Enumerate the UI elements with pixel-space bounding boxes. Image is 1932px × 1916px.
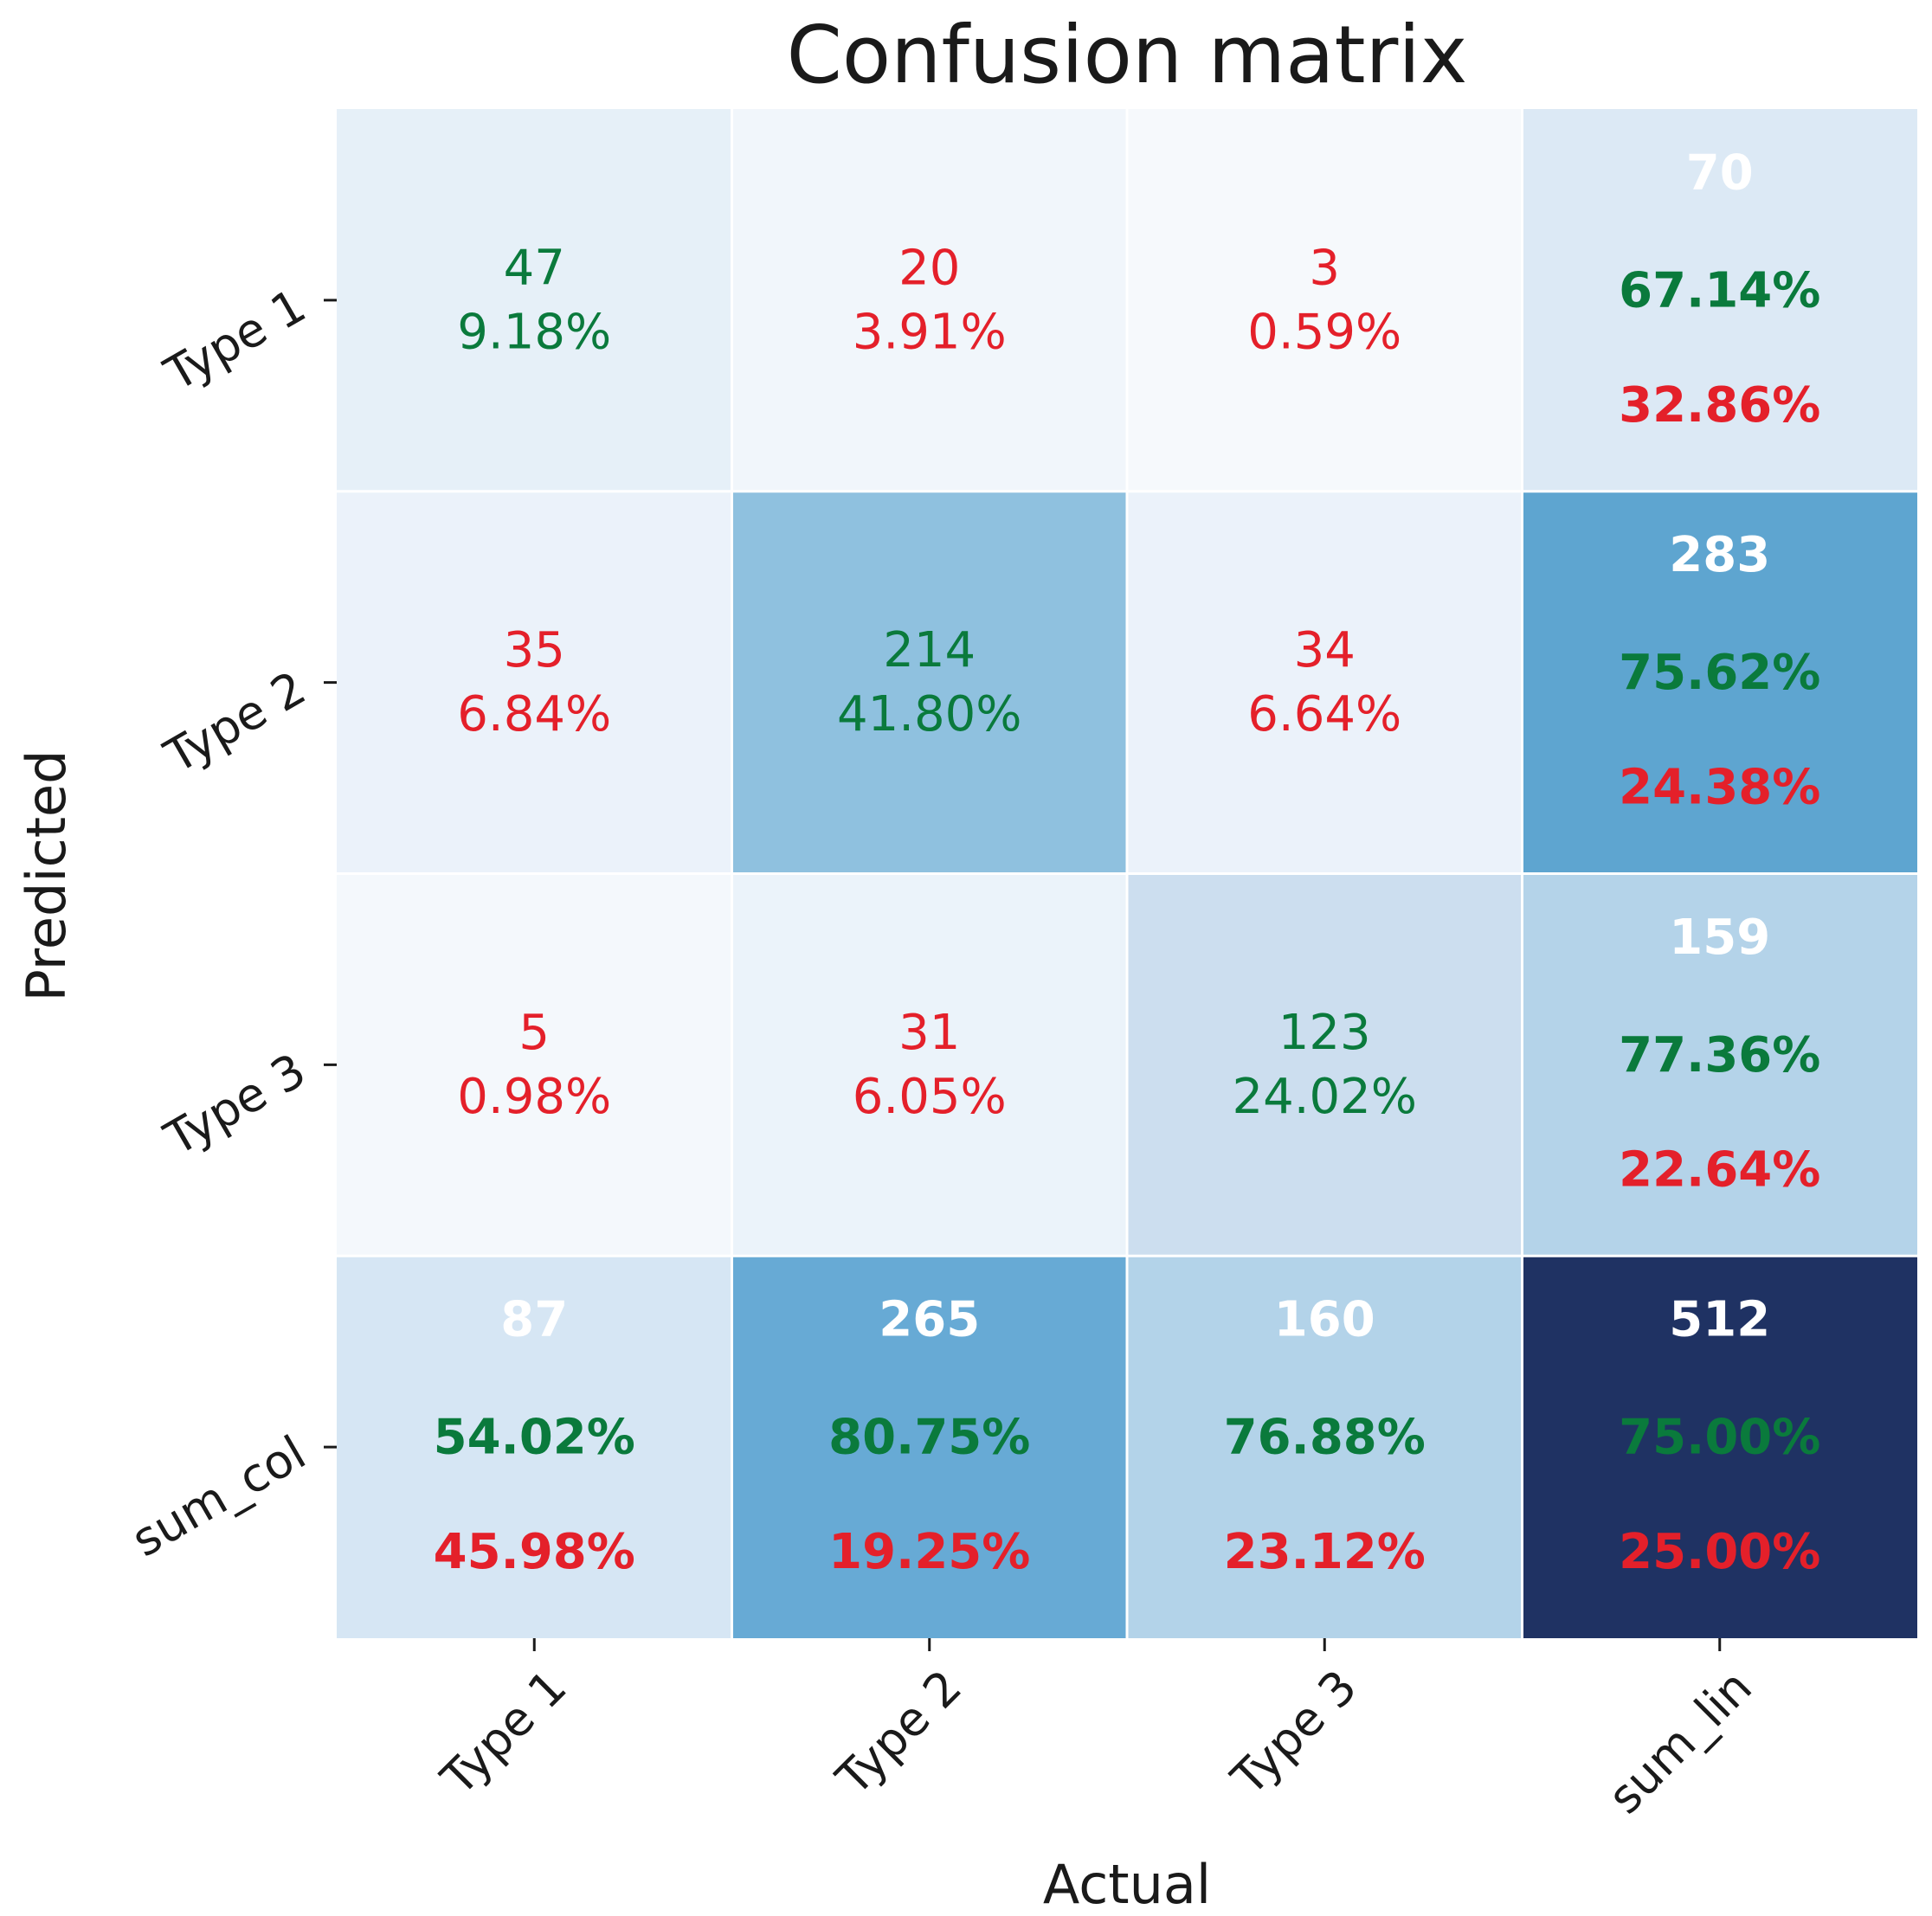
- y-tick-label: Type 3: [155, 1043, 314, 1167]
- chart-title: Confusion matrix: [787, 9, 1468, 101]
- cell-background: [1127, 491, 1523, 874]
- cell-background: [1522, 109, 1917, 492]
- cell-background: [1522, 873, 1917, 1257]
- cell-percent: 41.80%: [837, 686, 1022, 743]
- sum-error-percent: 24.38%: [1619, 760, 1820, 816]
- cell-background: [1522, 491, 1917, 874]
- cell-grid-lines: [337, 109, 1917, 1638]
- cell-background: [337, 1256, 732, 1638]
- sum-count: 160: [1274, 1292, 1375, 1348]
- cell-count: 47: [504, 240, 565, 296]
- cell-percent: 6.64%: [1247, 686, 1401, 743]
- cell-background: [731, 873, 1127, 1257]
- cell-count: 5: [518, 1005, 550, 1061]
- x-tick-label: sum_lin: [1598, 1660, 1762, 1824]
- cell-percent: 0.98%: [457, 1069, 611, 1125]
- heatmap-cell: 159 77.36% 22.64%: [1522, 873, 1917, 1257]
- heatmap-cell: 31 6.05%: [731, 873, 1127, 1257]
- x-axis-label: Actual: [1043, 1853, 1211, 1916]
- sum-correct-percent: 54.02%: [434, 1410, 635, 1466]
- sum-correct-percent: 75.62%: [1619, 645, 1820, 701]
- sum-error-percent: 32.86%: [1619, 377, 1820, 434]
- sum-correct-percent: 75.00%: [1619, 1410, 1820, 1466]
- x-tick-label: Type 2: [826, 1660, 972, 1806]
- heatmap-cell: 3 0.59%: [1127, 109, 1523, 492]
- x-tick-label: Type 1: [430, 1660, 576, 1806]
- cell-percent: 6.84%: [457, 686, 611, 743]
- cell-background: [337, 873, 732, 1257]
- cell-background: [1127, 1256, 1523, 1638]
- x-axis-ticks: Type 1 Type 2 Type 3 sum_lin: [430, 1638, 1762, 1824]
- cell-background: [1127, 873, 1523, 1257]
- cell-count: 214: [883, 622, 976, 678]
- cell-percent: 3.91%: [853, 304, 1007, 360]
- sum-correct-percent: 76.88%: [1224, 1410, 1426, 1466]
- cell-count: 3: [1309, 240, 1340, 296]
- cell-background: [731, 491, 1127, 874]
- sum-correct-percent: 77.36%: [1619, 1027, 1820, 1083]
- cell-background: [731, 1256, 1127, 1638]
- sum-count: 512: [1669, 1292, 1770, 1348]
- x-tick-label: Type 3: [1220, 1660, 1367, 1806]
- heatmap-cell: 34 6.64%: [1127, 491, 1523, 874]
- cell-count: 35: [504, 622, 565, 678]
- heatmap-cell: 283 75.62% 24.38%: [1522, 491, 1917, 874]
- y-tick-label: Type 1: [155, 279, 314, 402]
- heatmap-cells: 47 9.18% 20 3.91% 3 0.59% 70 67.14% 32.86% 35 6.84…: [337, 109, 1917, 1638]
- y-axis-label: Predicted: [15, 749, 78, 1001]
- heatmap-cell: 123 24.02%: [1127, 873, 1523, 1257]
- cell-background: [337, 491, 732, 874]
- cell-background: [1127, 109, 1523, 492]
- y-axis-ticks: Type 1 Type 2 Type 3 sum_col: [123, 279, 337, 1567]
- sum-error-percent: 22.64%: [1619, 1141, 1820, 1198]
- sum-error-percent: 19.25%: [828, 1524, 1030, 1580]
- heatmap-cell: 160 76.88% 23.12%: [1127, 1256, 1523, 1638]
- heatmap-cell: 70 67.14% 32.86%: [1522, 109, 1917, 492]
- y-tick-label: Type 2: [155, 660, 314, 784]
- cell-background: [1522, 1256, 1917, 1638]
- sum-count: 159: [1669, 910, 1770, 966]
- cell-percent: 24.02%: [1232, 1069, 1417, 1125]
- cell-count: 20: [898, 240, 960, 296]
- y-tick-label: sum_col: [123, 1425, 315, 1567]
- cell-count: 34: [1294, 622, 1356, 678]
- sum-count: 87: [500, 1292, 568, 1348]
- sum-error-percent: 23.12%: [1224, 1524, 1426, 1580]
- sum-correct-percent: 80.75%: [828, 1410, 1030, 1466]
- cell-background: [337, 109, 732, 492]
- heatmap-cell: 47 9.18%: [337, 109, 732, 492]
- heatmap-cell: 87 54.02% 45.98%: [337, 1256, 732, 1638]
- heatmap-cell: 20 3.91%: [731, 109, 1127, 492]
- sum-count: 283: [1669, 527, 1770, 583]
- heatmap-cell: 265 80.75% 19.25%: [731, 1256, 1127, 1638]
- heatmap-cell: 214 41.80%: [731, 491, 1127, 874]
- sum-count: 265: [879, 1292, 980, 1348]
- cell-background: [731, 109, 1127, 492]
- heatmap-cell: 35 6.84%: [337, 491, 732, 874]
- heatmap-cell: 512 75.00% 25.00%: [1522, 1256, 1917, 1638]
- sum-correct-percent: 67.14%: [1619, 262, 1820, 318]
- cell-percent: 0.59%: [1247, 304, 1401, 360]
- cell-percent: 9.18%: [457, 304, 611, 360]
- sum-error-percent: 25.00%: [1619, 1524, 1820, 1580]
- cell-percent: 6.05%: [853, 1069, 1007, 1125]
- cell-count: 123: [1278, 1005, 1371, 1061]
- sum-error-percent: 45.98%: [434, 1524, 635, 1580]
- sum-count: 70: [1686, 145, 1754, 201]
- heatmap-cell: 5 0.98%: [337, 873, 732, 1257]
- cell-count: 31: [898, 1005, 960, 1061]
